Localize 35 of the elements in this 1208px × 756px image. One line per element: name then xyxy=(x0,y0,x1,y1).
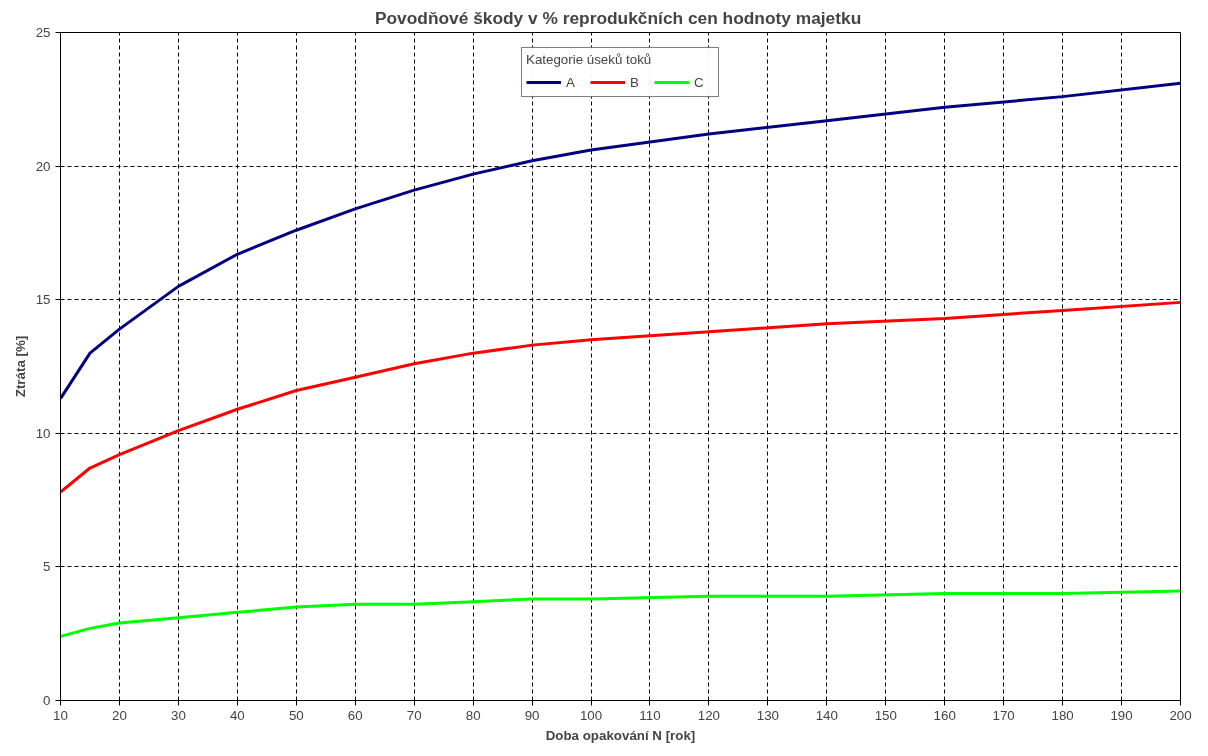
y-tick-label: 10 xyxy=(35,425,51,441)
line-series xyxy=(60,300,1181,494)
y-tick-label: 15 xyxy=(35,292,51,308)
x-tick-label: 40 xyxy=(229,707,245,723)
legend-label: A xyxy=(566,74,576,90)
x-tick-label: 50 xyxy=(288,707,304,723)
x-tick-label: 180 xyxy=(1051,707,1074,723)
x-tick-label: 60 xyxy=(347,707,363,723)
x-tick-label: 110 xyxy=(639,707,661,723)
legend-label: C xyxy=(694,74,705,90)
x-tick-label: 200 xyxy=(1169,707,1192,723)
x-tick-label: 170 xyxy=(992,707,1015,723)
x-tick-label: 190 xyxy=(1110,707,1133,723)
x-tick-label: 10 xyxy=(53,707,68,723)
legend-label: B xyxy=(630,74,640,90)
x-tick-label: 150 xyxy=(874,707,897,723)
x-tick-label: 120 xyxy=(697,707,721,723)
x-tick-label: 80 xyxy=(465,707,481,723)
x-axis-title: Doba opakování N [rok] xyxy=(545,727,696,743)
x-tick-label: 90 xyxy=(524,707,540,723)
y-tick-label: 20 xyxy=(35,158,51,174)
legend-title: Kategorie úseků toků xyxy=(526,52,653,67)
x-tick-label: 70 xyxy=(406,707,422,723)
x-tick-label: 30 xyxy=(170,707,186,723)
x-tick-label: 160 xyxy=(933,707,956,723)
x-tick-label: 100 xyxy=(579,707,603,723)
y-tick-label: 5 xyxy=(43,559,51,575)
x-tick-label: 130 xyxy=(756,707,779,723)
y-tick-label: 0 xyxy=(43,693,51,708)
y-tick-label: 25 xyxy=(35,25,51,40)
chart-title: Povodňové škody v % reprodukčních cen hodnoty majetku xyxy=(374,7,862,28)
x-tick-label: 20 xyxy=(112,707,127,723)
x-tick-label: 140 xyxy=(815,707,838,723)
y-axis-title: Ztráta [%] xyxy=(12,335,28,398)
line-series xyxy=(60,589,1181,638)
